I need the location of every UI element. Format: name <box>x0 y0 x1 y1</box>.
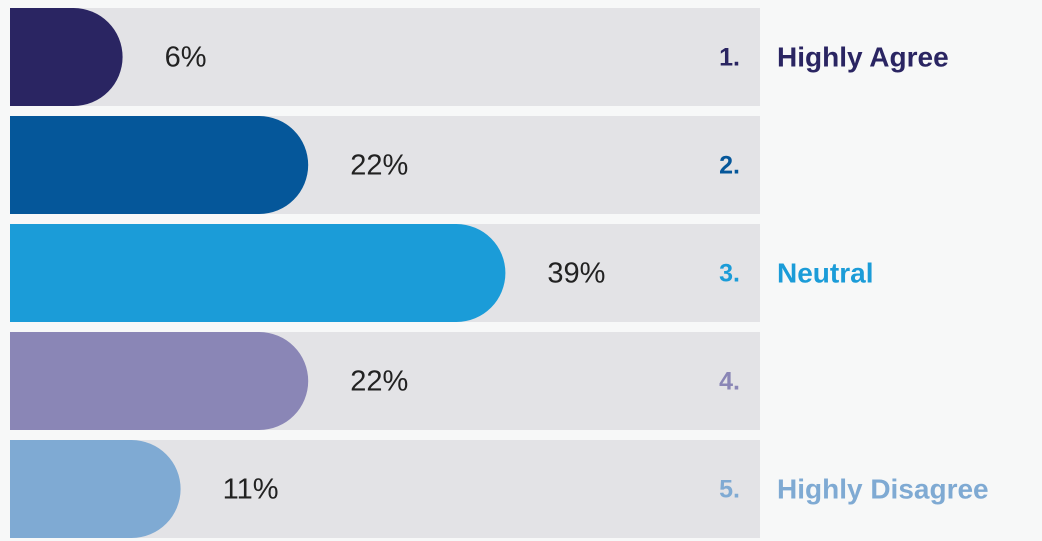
category-label: Neutral <box>777 257 873 288</box>
bar <box>10 224 506 322</box>
bar <box>10 439 181 538</box>
category-label: Highly Agree <box>777 41 949 72</box>
value-label: 22% <box>350 366 408 398</box>
bar <box>10 8 123 106</box>
bar <box>10 332 309 430</box>
value-label: 11% <box>223 474 279 506</box>
rank-number: 5. <box>719 476 740 504</box>
rank-number: 3. <box>719 260 740 288</box>
rank-number: 2. <box>719 152 740 180</box>
value-label: 22% <box>350 150 408 182</box>
bar <box>10 116 309 214</box>
rank-number: 4. <box>719 368 740 396</box>
rank-number: 1. <box>719 44 740 72</box>
category-label: Highly Disagree <box>777 473 989 504</box>
bar-track <box>10 8 760 106</box>
value-label: 6% <box>165 42 207 74</box>
value-label: 39% <box>547 258 605 290</box>
